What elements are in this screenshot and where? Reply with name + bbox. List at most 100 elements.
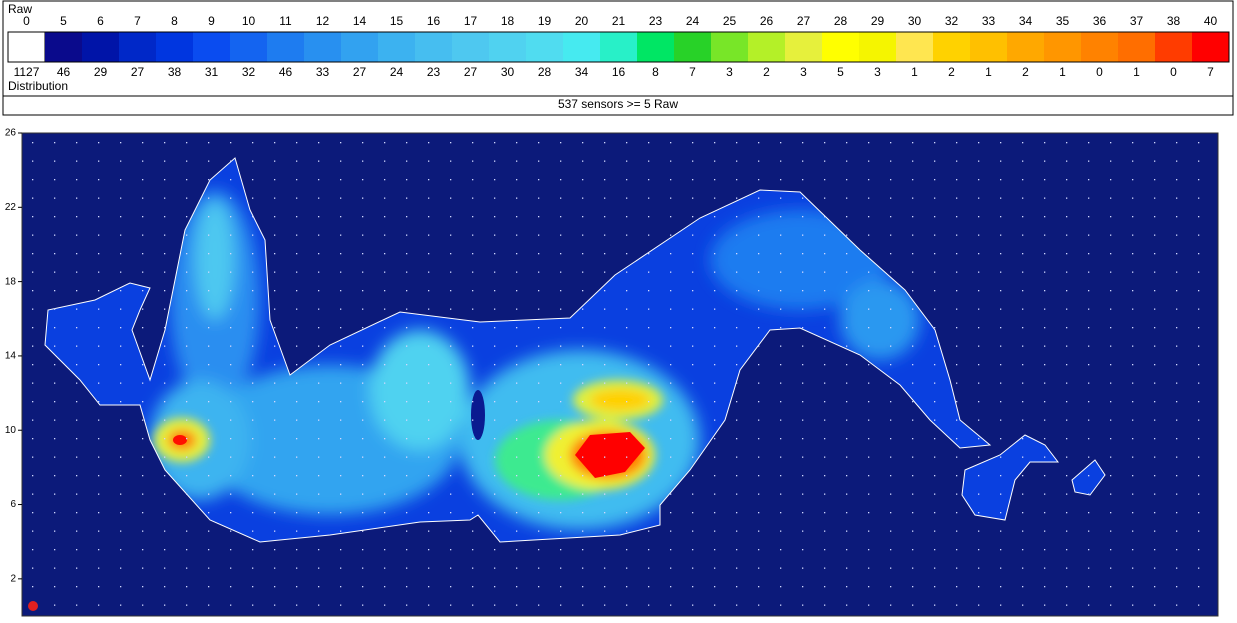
raw-value: 33 xyxy=(982,14,996,28)
count-value: 1 xyxy=(985,65,992,79)
raw-value: 26 xyxy=(760,14,774,28)
count-value: 29 xyxy=(94,65,108,79)
count-value: 7 xyxy=(689,65,696,79)
color-swatch xyxy=(415,32,452,62)
raw-value: 19 xyxy=(538,14,552,28)
color-swatch xyxy=(452,32,489,62)
count-value: 1 xyxy=(911,65,918,79)
color-swatch xyxy=(304,32,341,62)
count-value: 0 xyxy=(1170,65,1177,79)
color-swatch xyxy=(267,32,304,62)
count-value: 27 xyxy=(131,65,145,79)
raw-label: Raw xyxy=(8,2,32,16)
color-swatch xyxy=(563,32,600,62)
raw-value: 0 xyxy=(23,14,30,28)
raw-value: 40 xyxy=(1204,14,1218,28)
color-swatch xyxy=(7,31,46,63)
count-value: 3 xyxy=(874,65,881,79)
color-swatch xyxy=(1007,32,1044,62)
count-value: 33 xyxy=(316,65,330,79)
raw-value: 11 xyxy=(279,14,292,28)
count-value: 8 xyxy=(652,65,659,79)
count-value: 1127 xyxy=(14,65,40,79)
raw-value: 27 xyxy=(797,14,811,28)
color-bar-frame xyxy=(7,31,1230,63)
count-value: 1 xyxy=(1133,65,1140,79)
origin-marker xyxy=(28,601,38,611)
distribution-label: Distribution xyxy=(8,79,68,93)
count-value: 46 xyxy=(279,65,293,79)
raw-value: 8 xyxy=(171,14,178,28)
y-tick-label: 26 xyxy=(5,128,17,139)
y-tick-label: 6 xyxy=(10,499,16,510)
count-value: 24 xyxy=(390,65,404,79)
raw-value: 16 xyxy=(427,14,441,28)
raw-value: 14 xyxy=(353,14,367,28)
raw-value: 28 xyxy=(834,14,848,28)
count-value: 3 xyxy=(800,65,807,79)
count-value: 27 xyxy=(353,65,367,79)
count-value: 32 xyxy=(242,65,256,79)
raw-value: 15 xyxy=(390,14,404,28)
color-swatch xyxy=(637,32,674,62)
raw-value: 12 xyxy=(316,14,330,28)
count-value: 2 xyxy=(948,65,955,79)
color-swatch xyxy=(1155,32,1192,62)
raw-value: 10 xyxy=(242,14,256,28)
y-tick-label: 22 xyxy=(5,202,17,213)
color-swatch xyxy=(896,32,933,62)
raw-value: 17 xyxy=(464,14,478,28)
count-value: 23 xyxy=(427,65,441,79)
color-swatch xyxy=(970,32,1007,62)
raw-value: 20 xyxy=(575,14,589,28)
color-swatch xyxy=(526,32,563,62)
raw-value: 30 xyxy=(908,14,922,28)
color-swatch xyxy=(1081,32,1118,62)
summary-text: 537 sensors >= 5 Raw xyxy=(558,97,678,111)
raw-value: 23 xyxy=(649,14,663,28)
raw-value: 24 xyxy=(686,14,700,28)
color-swatch xyxy=(378,32,415,62)
y-tick-label: 10 xyxy=(5,425,17,436)
color-swatch xyxy=(1118,32,1155,62)
raw-value: 6 xyxy=(97,14,104,28)
count-value: 30 xyxy=(501,65,515,79)
color-swatch xyxy=(82,32,119,62)
count-value: 3 xyxy=(726,65,733,79)
color-swatch xyxy=(1192,32,1229,62)
count-value: 2 xyxy=(763,65,770,79)
color-swatch xyxy=(822,32,859,62)
count-value: 46 xyxy=(57,65,71,79)
color-swatch xyxy=(785,32,822,62)
color-scale: 0112754662972783893110321146123314271524… xyxy=(7,14,1230,79)
color-swatch xyxy=(45,32,82,62)
color-swatch xyxy=(1044,32,1081,62)
raw-value: 18 xyxy=(501,14,515,28)
color-swatch xyxy=(489,32,526,62)
count-value: 34 xyxy=(575,65,589,79)
color-swatch xyxy=(119,32,156,62)
color-swatch xyxy=(193,32,230,62)
raw-value: 36 xyxy=(1093,14,1107,28)
raw-value: 9 xyxy=(208,14,215,28)
color-swatch xyxy=(674,32,711,62)
raw-value: 21 xyxy=(612,14,626,28)
raw-value: 38 xyxy=(1167,14,1181,28)
count-value: 27 xyxy=(464,65,478,79)
color-swatch xyxy=(341,32,378,62)
count-value: 5 xyxy=(837,65,844,79)
raw-value: 7 xyxy=(134,14,141,28)
raw-value: 35 xyxy=(1056,14,1070,28)
raw-value: 37 xyxy=(1130,14,1144,28)
raw-value: 25 xyxy=(723,14,737,28)
count-value: 1 xyxy=(1059,65,1066,79)
count-value: 16 xyxy=(612,65,626,79)
count-value: 2 xyxy=(1022,65,1029,79)
count-value: 31 xyxy=(205,65,219,79)
y-tick-label: 14 xyxy=(5,351,17,362)
count-value: 0 xyxy=(1096,65,1103,79)
y-tick-label: 2 xyxy=(10,573,16,584)
sensor-grid xyxy=(22,133,1218,616)
raw-value: 29 xyxy=(871,14,885,28)
